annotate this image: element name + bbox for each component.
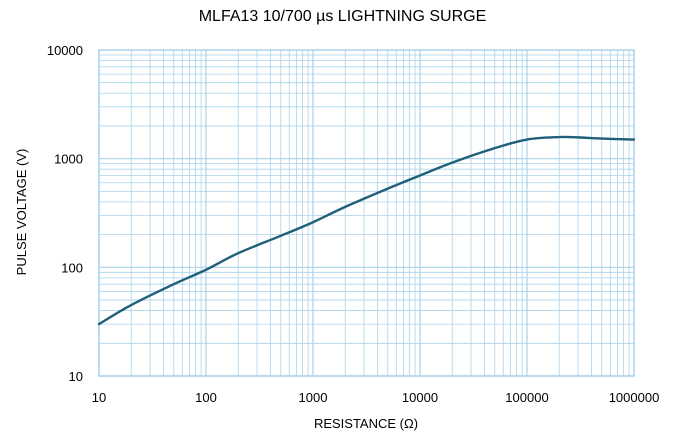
- y-axis-label: PULSE VOLTAGE (V): [14, 149, 29, 276]
- x-tick-labels: 10 100 1000 10000 100000 1000000: [92, 390, 660, 405]
- y-tick-labels: 10 100 1000 10000: [47, 43, 83, 384]
- grid: [98, 50, 634, 377]
- x-tick-label: 1000: [299, 390, 328, 405]
- chart-title: MLFA13 10/700 µs LIGHTNING SURGE: [198, 8, 487, 25]
- series-line-0: [97, 135, 636, 326]
- plot-frame: [98, 49, 635, 377]
- y-tick-label: 100: [61, 260, 83, 275]
- y-tick-label: 10: [69, 369, 83, 384]
- x-tick-label: 10000: [402, 390, 438, 405]
- x-tick-label: 10: [92, 390, 106, 405]
- x-tick-label: 1000000: [609, 390, 660, 405]
- y-tick-label: 10000: [47, 43, 83, 58]
- x-axis-label: RESISTANCE (Ω): [314, 416, 418, 431]
- x-tick-label: 100000: [505, 390, 548, 405]
- plot-border: [98, 49, 635, 377]
- x-tick-label: 100: [195, 390, 217, 405]
- y-tick-label: 1000: [54, 152, 83, 167]
- series-layer: [97, 135, 636, 326]
